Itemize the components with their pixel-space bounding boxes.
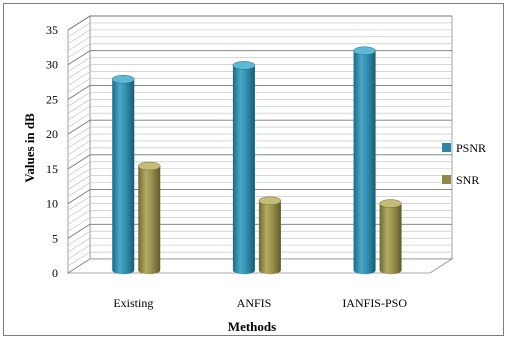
- y-axis-label: Values in dB: [22, 113, 37, 183]
- gridline-side: [67, 64, 91, 79]
- gridline-side: [67, 36, 91, 52]
- gridline-side: [67, 99, 91, 114]
- gridline-side: [67, 168, 91, 183]
- gridline-side: [67, 85, 91, 100]
- gridline-side: [67, 119, 91, 135]
- gridline-side: [67, 71, 91, 86]
- gridline-side: [67, 189, 91, 204]
- gridline-side: [67, 43, 91, 59]
- gridline-side: [67, 106, 91, 121]
- bar-snr: [258, 196, 282, 275]
- side-wall: [67, 15, 91, 274]
- bar-top: [232, 61, 256, 70]
- x-tick-label: ANFIS: [237, 296, 272, 310]
- x-tick-label: Existing: [113, 296, 153, 310]
- gridline-side: [67, 126, 91, 142]
- gridline-side: [67, 161, 91, 177]
- bar-body: [379, 203, 402, 275]
- gridline-side: [67, 244, 91, 260]
- y-tick-label: 15: [46, 162, 58, 176]
- bar-snr: [379, 199, 402, 275]
- bar-top: [137, 161, 161, 171]
- labels-layer: 0 5 10 15 20 25 30 35 Existing ANFIS IANFIS-PSO: [46, 23, 407, 310]
- gridline-side: [67, 251, 91, 267]
- bar-body: [138, 166, 161, 275]
- x-tick-label: IANFIS-PSO: [342, 296, 407, 310]
- gridline-side: [67, 133, 91, 149]
- gridline-side: [67, 203, 91, 218]
- bar-body: [258, 200, 281, 275]
- bar-body: [232, 65, 255, 275]
- gridline-side: [67, 140, 91, 156]
- gridline-side: [67, 57, 91, 72]
- bar-body: [112, 79, 135, 275]
- bar-psnr: [111, 75, 135, 275]
- gridline-side: [67, 223, 91, 239]
- x-axis-label: Methods: [228, 319, 276, 334]
- gridline-side: [67, 112, 91, 128]
- y-tick-label: 35: [46, 23, 58, 37]
- gridline-side: [67, 237, 91, 253]
- gridline-side: [67, 15, 91, 31]
- gridline-side: [67, 175, 91, 190]
- bar-top: [258, 196, 282, 206]
- legend-label-snr: SNR: [456, 173, 479, 187]
- bar-snr: [137, 161, 161, 275]
- y-tick-label: 0: [52, 266, 58, 280]
- gridline-side: [67, 22, 91, 38]
- gridline-side: [67, 196, 91, 211]
- gridline-side: [67, 230, 91, 246]
- legend-swatch-psnr: [442, 143, 451, 152]
- y-tick-label: 25: [46, 92, 58, 106]
- gridline-side: [67, 92, 91, 107]
- gridline-side: [67, 217, 91, 232]
- legend: PSNR SNR: [442, 141, 486, 187]
- y-tick-label: 30: [46, 58, 58, 72]
- legend-label-psnr: PSNR: [456, 141, 486, 155]
- gridline-side: [67, 147, 91, 163]
- bar-psnr: [353, 46, 376, 275]
- gridline-side: [67, 78, 91, 93]
- bar-top: [353, 46, 376, 56]
- gridline-side: [67, 29, 91, 45]
- y-tick-label: 5: [52, 231, 58, 245]
- y-tick-label: 20: [46, 127, 58, 141]
- gridline-side: [67, 154, 91, 170]
- gridline-side: [67, 50, 91, 66]
- bar-psnr: [232, 61, 256, 275]
- y-tick-label: 10: [46, 197, 58, 211]
- gridline-side: [67, 182, 91, 197]
- bar-body: [353, 50, 376, 275]
- gridline-side: [67, 210, 91, 225]
- bars-layer: [111, 46, 402, 275]
- bar-top: [379, 199, 402, 208]
- legend-swatch-snr: [442, 175, 451, 184]
- bar-top: [111, 75, 135, 84]
